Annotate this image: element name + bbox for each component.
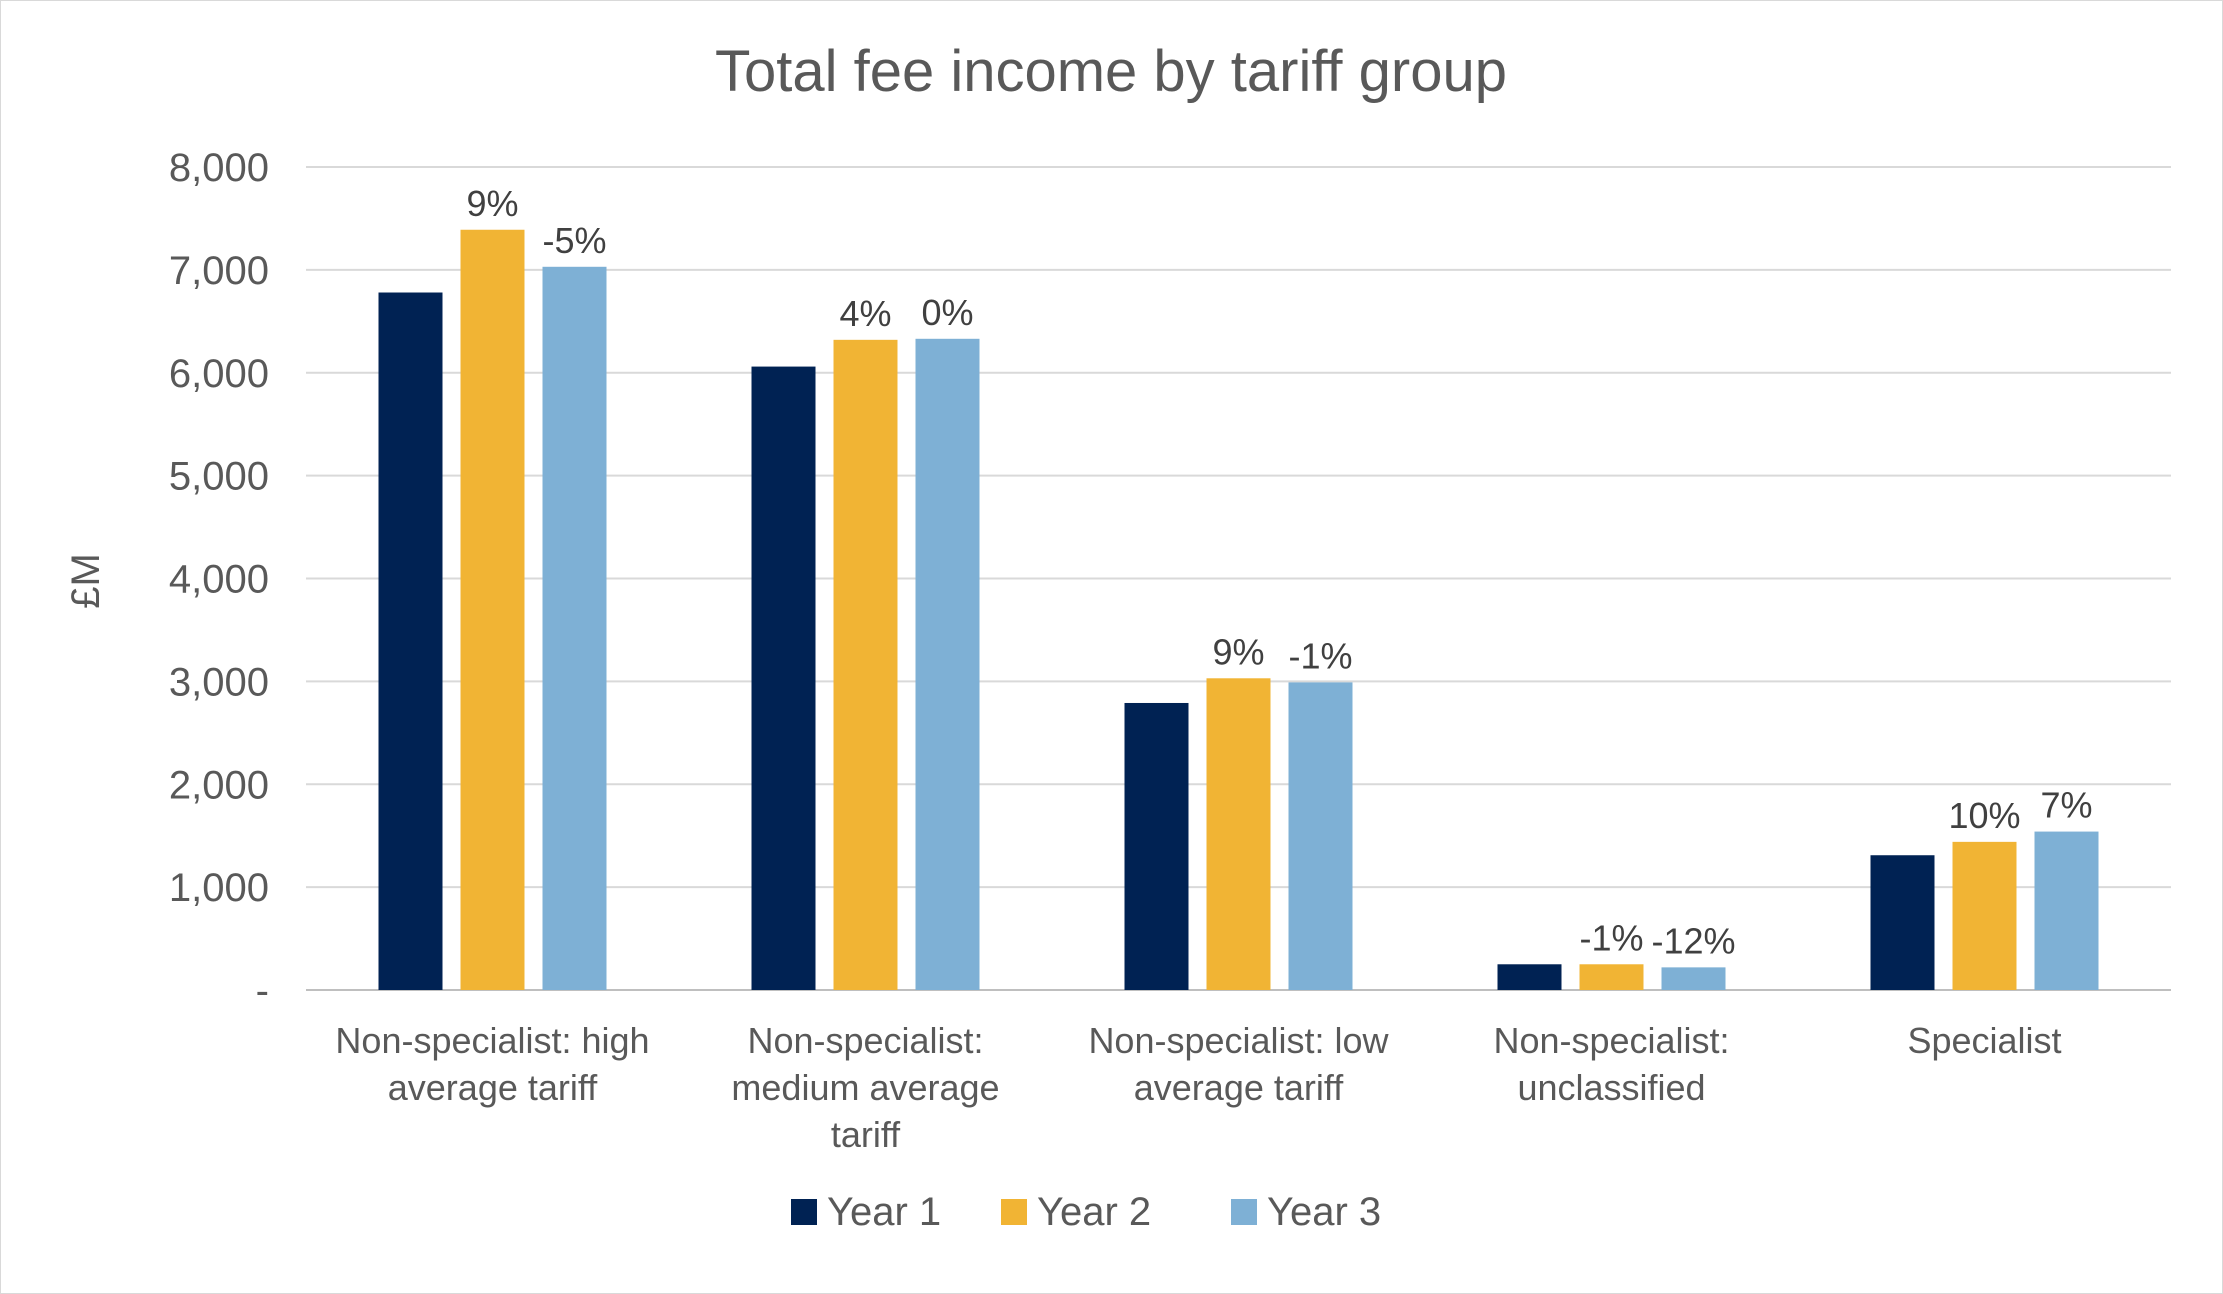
x-axis-categories: Non-specialist: high average tariff Non-sp…: [335, 1020, 2061, 1155]
legend-label: Year 2: [1037, 1190, 1151, 1234]
data-label: -1%: [1288, 635, 1352, 676]
chart-title: Total fee income by tariff group: [715, 39, 1507, 104]
data-label: -1%: [1579, 917, 1643, 958]
legend-label: Year 1: [827, 1190, 941, 1234]
data-label: 10%: [1948, 795, 2020, 836]
y-tick-label: 3,000: [169, 660, 269, 704]
y-tick-label: 4,000: [169, 558, 269, 602]
bar-year-2: [1952, 841, 2017, 990]
bar-year-1: [1497, 964, 1562, 990]
data-label: 4%: [839, 293, 891, 334]
x-category-label: average tariff: [388, 1067, 598, 1108]
bar-year-2: [1579, 964, 1644, 990]
bar-year-3: [2034, 831, 2099, 990]
data-label: 9%: [466, 183, 518, 224]
data-labels: 9%-5%4% 0%9% -1%-1% -12%10% 7%: [466, 183, 2092, 962]
y-tick-label: 6,000: [169, 352, 269, 396]
data-label: -5%: [542, 220, 606, 261]
bar-year-3: [915, 338, 980, 990]
legend-swatch: [1231, 1199, 1257, 1225]
data-label: 7%: [2040, 785, 2092, 826]
legend-swatch: [791, 1199, 817, 1225]
bar-year-2: [1206, 678, 1271, 990]
y-tick-label: 8,000: [169, 146, 269, 190]
bar-year-1: [378, 292, 443, 990]
x-category-label: average tariff: [1134, 1067, 1344, 1108]
x-category-label: Specialist: [1907, 1020, 2061, 1061]
data-label: -12%: [1651, 920, 1735, 961]
bar-year-2: [833, 339, 898, 991]
y-tick-label: 2,000: [169, 763, 269, 807]
bar-year-1: [1124, 702, 1189, 990]
legend-label: Year 3: [1267, 1190, 1381, 1234]
legend: Year 1 Year 2 Year 3: [791, 1190, 1381, 1234]
bar-year-3: [542, 266, 607, 990]
data-label: 9%: [1212, 631, 1264, 672]
x-category-label: tariff: [831, 1114, 901, 1155]
y-tick-label: 7,000: [169, 249, 269, 293]
data-label: 0%: [921, 292, 973, 333]
y-axis-label: £M: [64, 553, 108, 609]
bar-year-3: [1661, 967, 1726, 990]
x-category-label: Non-specialist:: [1493, 1020, 1729, 1061]
y-tick-label: 5,000: [169, 455, 269, 499]
x-category-label: Non-specialist:: [747, 1020, 983, 1061]
x-category-label: Non-specialist: low: [1088, 1020, 1389, 1061]
gridlines: [306, 166, 2171, 991]
y-axis-ticks: - 1,000 2,000 3,000 4,000 5,000 6,000 7,000 8,00…: [169, 146, 269, 1013]
x-category-label: Non-specialist: high: [335, 1020, 649, 1061]
bars: [378, 229, 2099, 991]
legend-swatch: [1001, 1199, 1027, 1225]
y-tick-label: -: [256, 969, 269, 1013]
bar-year-1: [751, 366, 816, 990]
bar-year-3: [1288, 682, 1353, 990]
bar-year-1: [1870, 855, 1935, 990]
x-category-label: unclassified: [1517, 1067, 1705, 1108]
y-tick-label: 1,000: [169, 866, 269, 910]
bar-year-2: [460, 229, 525, 990]
x-category-label: medium average: [731, 1067, 999, 1108]
